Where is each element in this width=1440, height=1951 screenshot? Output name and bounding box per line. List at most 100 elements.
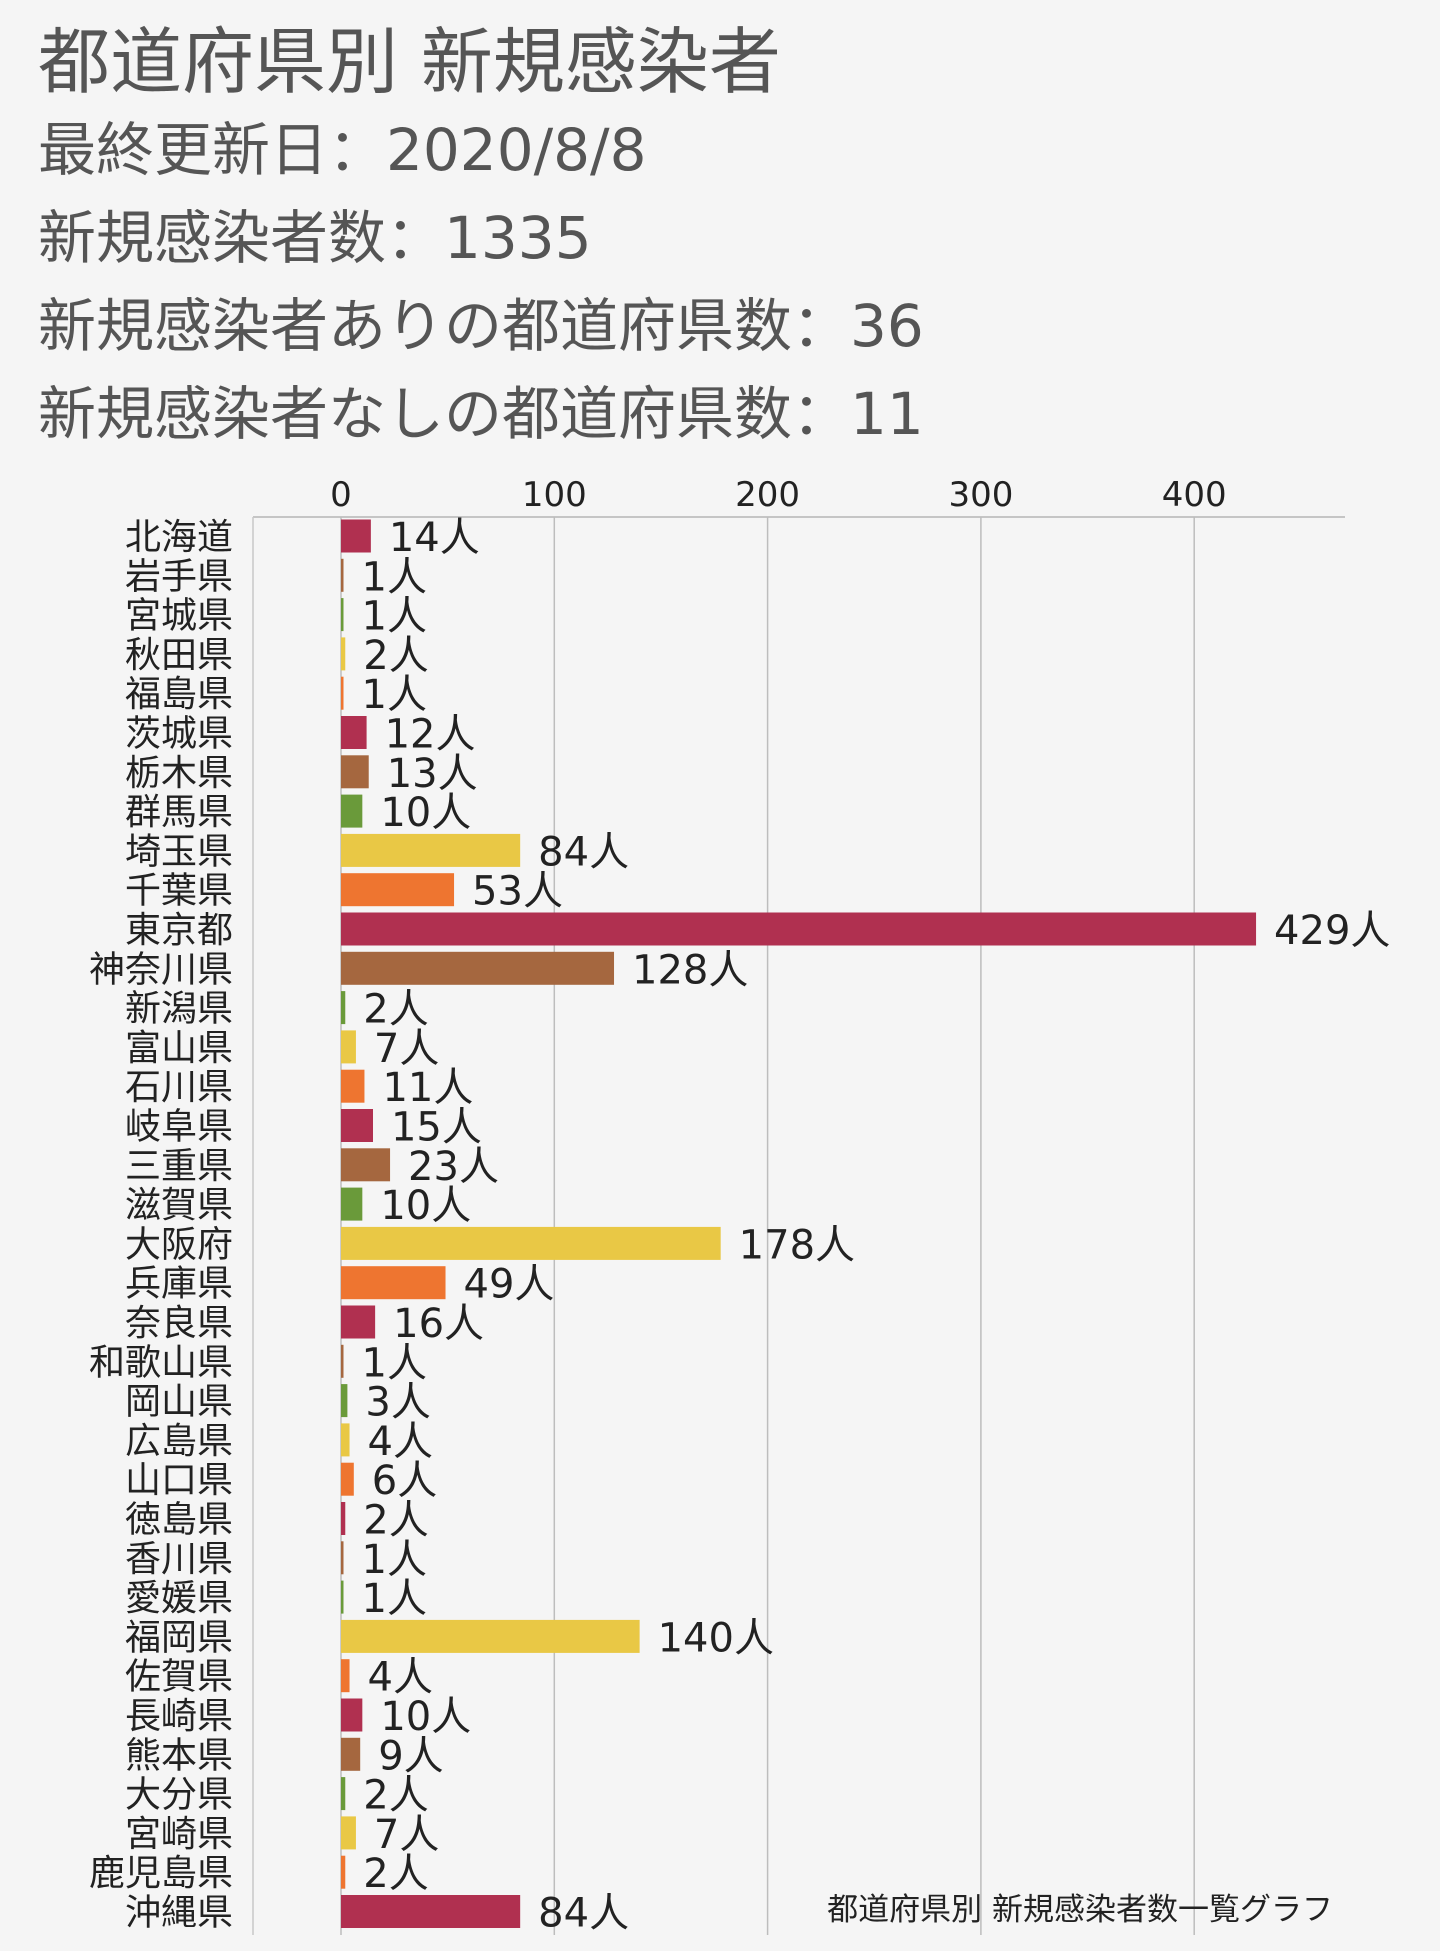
bar (341, 1462, 354, 1496)
bar (341, 755, 369, 789)
y-tick-label: 北海道 (125, 517, 233, 558)
bars (341, 519, 1257, 1928)
bar (341, 912, 1257, 946)
data-label: 4人 (368, 1655, 433, 1701)
data-label: 1人 (362, 1576, 427, 1622)
y-tick-label: 和歌山県 (89, 1342, 233, 1383)
data-label: 7人 (374, 1812, 439, 1858)
data-label: 10人 (380, 1183, 471, 1229)
y-tick-label: 東京都 (125, 910, 233, 951)
bar (341, 873, 455, 907)
bar (341, 1148, 391, 1182)
total-new-cases: 新規感染者数：1335 (38, 204, 592, 272)
bar (341, 1777, 346, 1811)
y-tick-label: 熊本県 (125, 1735, 233, 1776)
data-label: 178人 (739, 1222, 855, 1268)
bar (341, 519, 371, 553)
bar (341, 716, 367, 749)
y-tick-label: 茨城県 (125, 714, 233, 755)
bar (341, 991, 346, 1025)
bar (341, 833, 521, 867)
y-tick-label: 愛媛県 (125, 1578, 233, 1619)
x-tick-label: 0 (330, 475, 352, 515)
prefectures-without-cases: 新規感染者なしの都道府県数：11 (38, 380, 924, 448)
y-tick-label: 石川県 (125, 1067, 233, 1108)
bar (341, 1266, 446, 1300)
y-tick-label: 山口県 (125, 1460, 233, 1501)
bar (341, 1226, 721, 1260)
bar (341, 794, 363, 828)
bar (341, 1541, 344, 1575)
bar (341, 637, 346, 671)
data-label: 11人 (382, 1065, 473, 1111)
x-tick-label: 300 (948, 475, 1013, 515)
data-label: 49人 (464, 1262, 555, 1308)
data-label: 2人 (363, 1773, 428, 1819)
chart-caption: 都道府県別 新規感染者数一覧グラフ (827, 1892, 1333, 1928)
data-label: 2人 (363, 1851, 428, 1897)
data-label: 2人 (363, 633, 428, 679)
data-label: 4人 (368, 1419, 433, 1465)
y-tick-label: 広島県 (125, 1421, 233, 1462)
bar (341, 1580, 344, 1614)
data-label: 84人 (538, 1891, 629, 1937)
y-tick-label: 佐賀県 (125, 1657, 233, 1698)
bar (341, 1030, 356, 1064)
y-tick-label: 三重県 (125, 1146, 233, 1187)
y-tick-label: 大阪府 (125, 1224, 233, 1265)
bar (341, 1855, 346, 1889)
page-title: 都道府県別 新規感染者 (38, 20, 781, 104)
x-tick-label: 100 (522, 475, 587, 515)
bar (341, 1344, 344, 1378)
data-label: 429人 (1274, 908, 1390, 954)
bar (341, 1698, 363, 1732)
y-tick-label: 鹿児島県 (89, 1853, 233, 1894)
data-label: 2人 (363, 1498, 428, 1544)
data-label: 3人 (365, 1380, 430, 1426)
y-tick-label: 沖縄県 (125, 1893, 233, 1934)
data-label: 9人 (378, 1733, 443, 1779)
y-tick-label: 大分県 (125, 1775, 233, 1816)
data-label: 23人 (408, 1144, 499, 1190)
x-tick-label: 400 (1162, 475, 1227, 515)
y-tick-label: 福島県 (125, 674, 233, 715)
x-axis-ticks: 0 100 200 300 400 (330, 475, 1226, 515)
bar (341, 1384, 348, 1418)
x-tick-label: 200 (735, 475, 800, 515)
y-tick-label: 富山県 (125, 1028, 233, 1069)
bar (341, 1187, 363, 1221)
data-label: 2人 (363, 987, 428, 1033)
bar (341, 598, 344, 632)
data-label: 15人 (391, 1105, 482, 1151)
y-tick-label: 神奈川県 (89, 949, 233, 990)
last-updated: 最終更新日：2020/8/8 (38, 116, 647, 184)
data-label: 7人 (374, 1026, 439, 1072)
data-label: 1人 (362, 1340, 427, 1386)
data-label: 14人 (389, 515, 480, 561)
y-tick-label: 千葉県 (125, 871, 233, 912)
data-label: 13人 (387, 751, 478, 797)
bar (341, 1816, 356, 1850)
value-labels: 14人1人1人2人1人12人13人10人84人53人429人128人2人7人11… (362, 515, 1391, 1937)
y-tick-label: 岡山県 (125, 1382, 233, 1423)
y-tick-label: 福岡県 (125, 1617, 233, 1658)
bar (341, 676, 344, 710)
y-tick-label: 宮城県 (125, 596, 233, 637)
data-label: 128人 (632, 947, 748, 993)
data-label: 84人 (538, 829, 629, 875)
bar (341, 1659, 350, 1693)
y-tick-label: 秋田県 (125, 635, 233, 676)
bar (341, 1109, 373, 1142)
data-label: 16人 (393, 1301, 484, 1347)
y-tick-label: 群馬県 (125, 792, 233, 833)
data-label: 12人 (385, 712, 476, 758)
data-label: 1人 (362, 672, 427, 718)
data-label: 1人 (362, 554, 427, 600)
grid-lines (252, 516, 1345, 1935)
y-tick-label: 栃木県 (125, 753, 233, 794)
y-tick-label: 香川県 (125, 1539, 233, 1580)
bar (341, 1895, 521, 1928)
bar (341, 1619, 640, 1653)
y-tick-label: 徳島県 (125, 1500, 233, 1541)
